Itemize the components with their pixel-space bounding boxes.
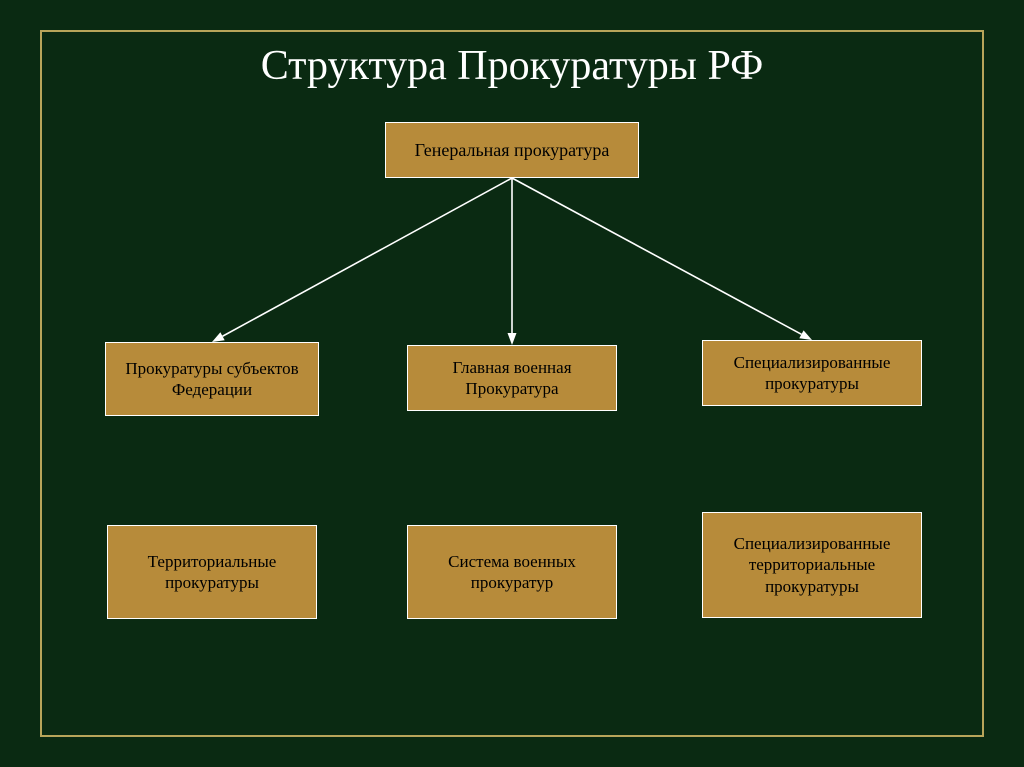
slide-title: Структура Прокуратуры РФ (0, 42, 1024, 90)
node-territorial: Территориальные прокуратуры (107, 525, 317, 619)
node-military-main: Главная военная Прокуратура (407, 345, 617, 411)
node-military-system: Система военных прокуратур (407, 525, 617, 619)
node-root: Генеральная прокуратура (385, 122, 639, 178)
slide: Структура Прокуратуры РФ Генеральная про… (0, 0, 1024, 767)
node-specialized-territorial: Специализированные территориальные проку… (702, 512, 922, 618)
node-subjects: Прокуратуры субъектов Федерации (105, 342, 319, 416)
node-specialized: Специализированные прокуратуры (702, 340, 922, 406)
